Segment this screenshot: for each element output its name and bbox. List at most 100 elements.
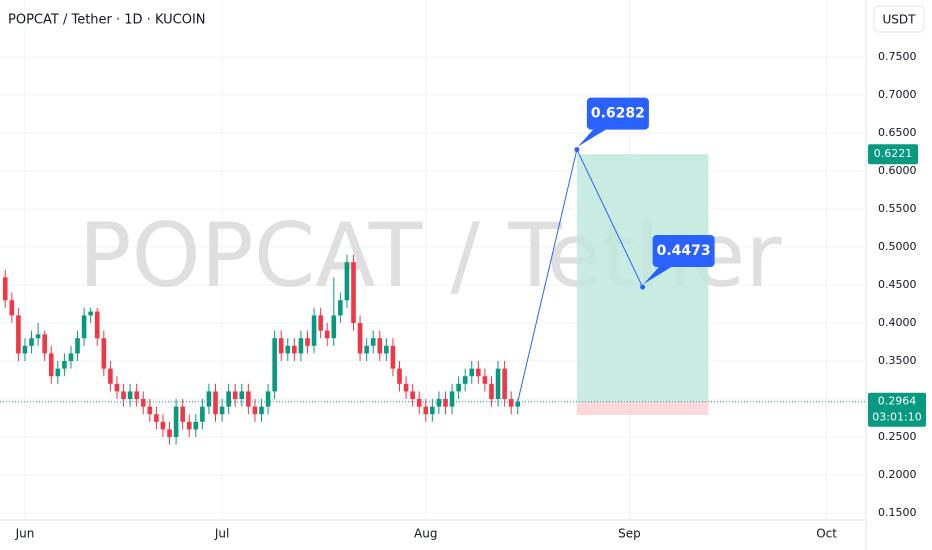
projection-point: [574, 147, 580, 153]
candle-body: [22, 345, 28, 354]
y-tick-label: 0.5500: [878, 202, 917, 215]
candle-body: [305, 338, 310, 346]
candle-body: [239, 391, 245, 400]
candle-body: [206, 391, 212, 407]
candle-body: [134, 391, 139, 400]
candle-body: [338, 300, 343, 316]
candle-body: [81, 315, 87, 339]
candle-body: [213, 391, 218, 415]
candle-body: [154, 414, 159, 422]
candle-body: [114, 383, 120, 392]
candle-body: [272, 338, 277, 392]
x-tick-label: Jun: [15, 527, 35, 541]
candle-body: [94, 311, 100, 339]
candle-body: [436, 399, 442, 407]
candle-body: [62, 361, 67, 369]
candle-body: [200, 406, 205, 422]
loss-zone: [576, 401, 709, 415]
y-tick-label: 0.2000: [878, 468, 917, 481]
candle-body: [502, 368, 507, 400]
candle-body: [410, 391, 415, 400]
x-tick-label: Aug: [414, 527, 437, 541]
candle-body: [9, 300, 15, 316]
candle-body: [88, 311, 93, 316]
callout-pointer: [643, 265, 675, 285]
candle-body: [423, 406, 429, 415]
candle-body: [265, 391, 271, 407]
candle-body: [180, 406, 185, 422]
candle-body: [68, 353, 74, 362]
y-tick-label: 0.2500: [878, 430, 917, 443]
candle-body: [186, 421, 192, 430]
candle-body: [482, 376, 488, 384]
candle-body: [2, 277, 8, 301]
candle-body: [311, 315, 317, 346]
candle-body: [397, 368, 402, 384]
candle-body: [127, 391, 133, 400]
projection-point: [640, 284, 646, 290]
callout-pointer: [577, 127, 609, 147]
candle-body: [357, 323, 363, 354]
candle-body: [416, 399, 422, 407]
candle-body: [351, 262, 356, 324]
y-tick-label: 0.6500: [878, 126, 917, 139]
candle-body: [403, 383, 409, 392]
candle-body: [193, 421, 199, 430]
callout-box: [652, 235, 715, 268]
y-tick-label: 0.4000: [878, 316, 917, 329]
candle-body: [252, 406, 258, 415]
x-tick-label: Sep: [618, 527, 641, 541]
candle-body: [35, 334, 41, 339]
candle-body: [259, 406, 264, 415]
candle-body: [55, 368, 61, 377]
candle-body: [48, 353, 54, 377]
candle-body: [318, 315, 323, 331]
target-price-box: [868, 144, 918, 165]
candle-body: [469, 368, 475, 377]
candle-body: [292, 345, 297, 354]
currency-label[interactable]: USDT: [883, 13, 917, 27]
candle-body: [443, 399, 448, 407]
y-tick-label: 0.4500: [878, 278, 917, 291]
y-tick-label: 0.7000: [878, 88, 917, 101]
callout-label: 0.6282: [591, 106, 645, 122]
countdown-label: 03:01:10: [872, 411, 921, 424]
candle-body: [331, 315, 337, 339]
last-price-label: 0.2964: [878, 395, 917, 408]
candle-body: [324, 330, 330, 339]
last-price-box: [868, 392, 926, 427]
callout-box: [586, 97, 649, 130]
candle-body: [285, 345, 291, 354]
candle-body: [108, 368, 113, 384]
candle-body: [489, 383, 494, 400]
candle-body: [364, 345, 369, 354]
candle-body: [377, 338, 383, 354]
candle-body: [298, 338, 304, 354]
candle-body: [390, 345, 396, 369]
candle-body: [101, 338, 107, 369]
candle-body: [147, 406, 153, 415]
x-tick-label: Jul: [214, 527, 229, 541]
candle-body: [226, 391, 231, 407]
y-tick-label: 0.5000: [878, 240, 917, 253]
candle-body: [515, 401, 521, 407]
candle-body: [219, 406, 225, 415]
candle-body: [278, 338, 284, 354]
candle-body: [462, 376, 468, 384]
y-tick-label: 0.3500: [878, 354, 917, 367]
candle-body: [121, 391, 126, 400]
currency-button[interactable]: [873, 5, 925, 33]
y-tick-label: 0.7500: [878, 50, 917, 63]
x-tick-label: Oct: [816, 527, 837, 541]
candle-body: [140, 399, 146, 407]
target-price-label: 0.6221: [874, 147, 913, 160]
candle-body: [42, 334, 47, 354]
candle-body: [75, 338, 80, 354]
candle-body: [456, 383, 461, 392]
candle-body: [476, 368, 481, 377]
candle-body: [495, 368, 501, 400]
candle-body: [449, 391, 455, 407]
candle-body: [384, 345, 389, 354]
